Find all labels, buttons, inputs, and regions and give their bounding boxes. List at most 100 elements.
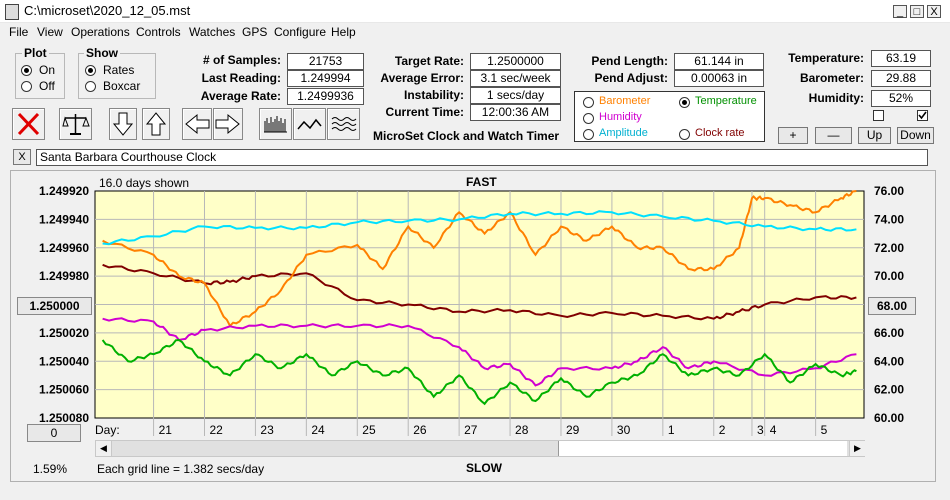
show-rates-radio[interactable] xyxy=(85,65,96,76)
humidity-value: 52% xyxy=(871,90,931,107)
balance-scale-icon xyxy=(62,114,90,135)
app-caption: MicroSet Clock and Watch Timer xyxy=(373,129,560,143)
scroll-thumb[interactable] xyxy=(558,441,847,456)
chart-panel xyxy=(10,170,936,482)
last-reading-value: 1.249994 xyxy=(287,70,364,87)
line-view-button[interactable] xyxy=(293,108,326,140)
option-checkbox-1[interactable] xyxy=(873,110,884,121)
average-rate-label: Average Rate: xyxy=(200,89,281,103)
barometer-radio[interactable] xyxy=(583,97,594,108)
pend-adjust-value: 0.00063 in xyxy=(674,70,764,87)
center-temp-button[interactable]: 68.00 xyxy=(868,297,916,315)
fast-caption: FAST xyxy=(466,175,497,189)
menu-watches[interactable]: Watches xyxy=(189,25,236,39)
scroll-right-icon[interactable]: ▶ xyxy=(849,441,865,456)
temperature-value: 63.19 xyxy=(871,50,931,67)
show-boxcar-label[interactable]: Boxcar xyxy=(103,79,141,93)
menu-operations[interactable]: Operations xyxy=(71,25,130,39)
percent-label: 1.59% xyxy=(33,462,68,476)
show-group-title: Show xyxy=(84,46,120,60)
plot-off-label[interactable]: Off xyxy=(39,79,55,93)
plot-group-title: Plot xyxy=(22,46,49,60)
samples-label: # of Samples: xyxy=(202,53,281,67)
instability-label: Instability: xyxy=(403,88,464,102)
clock-rate-radio[interactable] xyxy=(679,129,690,140)
grid-note: Each grid line = 1.382 secs/day xyxy=(97,462,265,476)
barometer-option[interactable]: Barometer xyxy=(599,95,651,107)
arrow-left-icon xyxy=(185,113,210,135)
close-clock-button[interactable]: X xyxy=(13,149,31,165)
line-chart-icon xyxy=(297,118,322,130)
plot-off-radio[interactable] xyxy=(21,81,32,92)
samples-value: 21753 xyxy=(287,53,364,70)
amplitude-radio[interactable] xyxy=(583,129,594,140)
current-time-label: Current Time: xyxy=(385,105,464,119)
decrease-button[interactable]: — xyxy=(815,127,852,144)
target-rate-value[interactable]: 1.2500000 xyxy=(470,53,561,70)
series-select-box xyxy=(574,91,765,142)
menu-file[interactable]: File xyxy=(9,25,29,39)
menu-gps[interactable]: GPS xyxy=(242,25,268,39)
down-arrow-button[interactable] xyxy=(109,108,137,140)
arrow-right-icon xyxy=(215,113,240,135)
days-shown-label: 16.0 days shown xyxy=(99,176,190,190)
temperature-option[interactable]: Temperature xyxy=(695,95,757,107)
clock-name-field[interactable]: Santa Barbara Courthouse Clock xyxy=(36,149,928,166)
amplitude-option[interactable]: Amplitude xyxy=(599,127,648,139)
bar-chart-icon xyxy=(264,116,287,133)
temperature-label: Temperature: xyxy=(788,51,864,65)
maximize-button[interactable]: □ xyxy=(910,5,924,18)
center-rate-button[interactable]: 1.250000 xyxy=(17,297,92,315)
pend-adjust-label: Pend Adjust: xyxy=(594,71,668,85)
plot-on-label[interactable]: On xyxy=(39,63,56,77)
humidity-label: Humidity: xyxy=(808,91,864,105)
scroll-left-icon[interactable]: ◀ xyxy=(96,441,112,456)
title-bar: C:\microset\2020_12_05.mst _ □ X xyxy=(0,0,950,23)
stop-button[interactable] xyxy=(12,108,45,140)
option-checkbox-2[interactable] xyxy=(917,110,928,121)
humidity-option[interactable]: Humidity xyxy=(599,111,642,123)
clock-rate-option[interactable]: Clock rate xyxy=(695,127,745,139)
average-error-value: 3.1 sec/week xyxy=(470,70,561,87)
arrow-up-icon xyxy=(145,112,167,136)
up-arrow-button[interactable] xyxy=(142,108,170,140)
stop-icon xyxy=(17,112,40,136)
humidity-radio[interactable] xyxy=(583,113,594,124)
plot-on-radio[interactable] xyxy=(21,65,32,76)
slow-caption: SLOW xyxy=(466,461,502,475)
left-arrow-button[interactable] xyxy=(182,108,212,140)
pend-length-label: Pend Length: xyxy=(591,54,668,68)
current-time-value: 12:00:36 AM xyxy=(470,104,561,121)
day-label: Day: xyxy=(95,423,120,437)
average-error-label: Average Error: xyxy=(380,71,464,85)
close-button[interactable]: X xyxy=(927,5,941,18)
wave-icon xyxy=(331,117,357,131)
average-rate-value: 1.2499936 xyxy=(287,88,364,105)
barometer-value: 29.88 xyxy=(871,70,931,87)
show-boxcar-radio[interactable] xyxy=(85,81,96,92)
offset-button[interactable]: 0 xyxy=(27,424,81,442)
down-button[interactable]: Down xyxy=(897,127,934,144)
wave-view-button[interactable] xyxy=(327,108,360,140)
temperature-radio[interactable] xyxy=(679,97,690,108)
pend-length-value[interactable]: 61.144 in xyxy=(674,53,764,70)
window-title: C:\microset\2020_12_05.mst xyxy=(24,3,191,18)
right-arrow-button[interactable] xyxy=(213,108,243,140)
show-rates-label[interactable]: Rates xyxy=(103,63,135,77)
up-button[interactable]: Up xyxy=(858,127,891,144)
target-rate-label: Target Rate: xyxy=(394,54,464,68)
minimize-button[interactable]: _ xyxy=(893,5,907,18)
instability-value: 1 secs/day xyxy=(470,87,561,104)
bar-view-button[interactable] xyxy=(259,108,292,140)
time-scrollbar[interactable]: ◀ ▶ xyxy=(95,440,865,457)
increase-button[interactable]: + xyxy=(778,127,808,144)
menu-configure[interactable]: Configure xyxy=(274,25,327,39)
arrow-down-icon xyxy=(112,112,134,136)
balance-button[interactable] xyxy=(59,108,92,140)
menu-bar: File View Operations Controls Watches GP… xyxy=(0,23,950,41)
menu-help[interactable]: Help xyxy=(331,25,356,39)
menu-controls[interactable]: Controls xyxy=(136,25,181,39)
app-icon[interactable] xyxy=(5,4,19,20)
menu-view[interactable]: View xyxy=(37,25,63,39)
barometer-label: Barometer: xyxy=(799,71,864,85)
